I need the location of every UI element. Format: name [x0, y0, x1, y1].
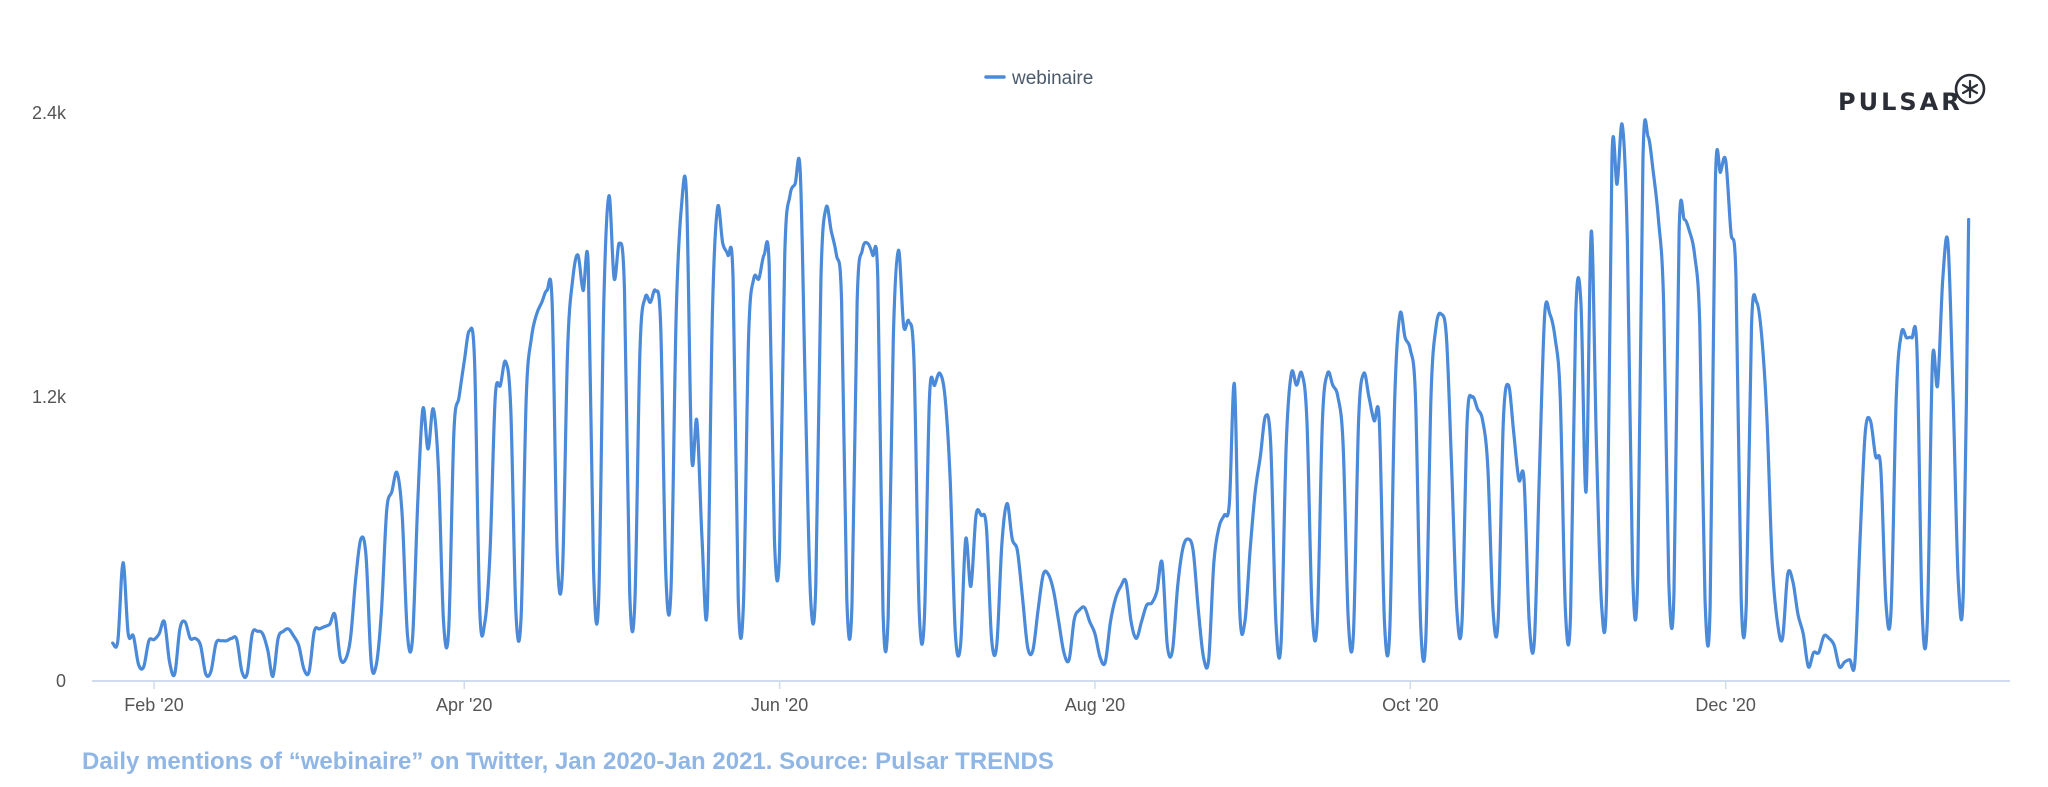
series-layer	[111, 118, 1971, 680]
x-tick-label: Apr '20	[436, 695, 492, 715]
legend-label: webinaire	[1011, 68, 1093, 89]
pulsar-logo[interactable]: PULSAR	[1838, 73, 1986, 116]
y-tick-label: 0	[56, 671, 66, 691]
y-tick-label: 1.2k	[32, 387, 67, 407]
x-axis: Feb '20 Apr '20 Jun '20 Aug '20 Oct '20 Dec '…	[92, 680, 2010, 715]
y-axis: 0 1.2k 2.4k	[32, 103, 67, 691]
logo-text: PULSAR	[1838, 88, 1963, 116]
pulsar-star-icon	[1954, 73, 1986, 105]
x-tick-label: Oct '20	[1382, 695, 1438, 715]
x-tick-label: Feb '20	[124, 695, 183, 715]
x-tick-label: Jun '20	[751, 695, 808, 715]
chart-caption: Daily mentions of “webinaire” on Twitter…	[82, 748, 1054, 775]
legend[interactable]: webinaire	[984, 68, 1093, 89]
x-tick-label: Aug '20	[1065, 695, 1126, 715]
x-tick-label: Dec '20	[1695, 695, 1755, 715]
series-line-webinaire[interactable]	[111, 118, 1971, 680]
y-tick-label: 2.4k	[32, 103, 67, 123]
